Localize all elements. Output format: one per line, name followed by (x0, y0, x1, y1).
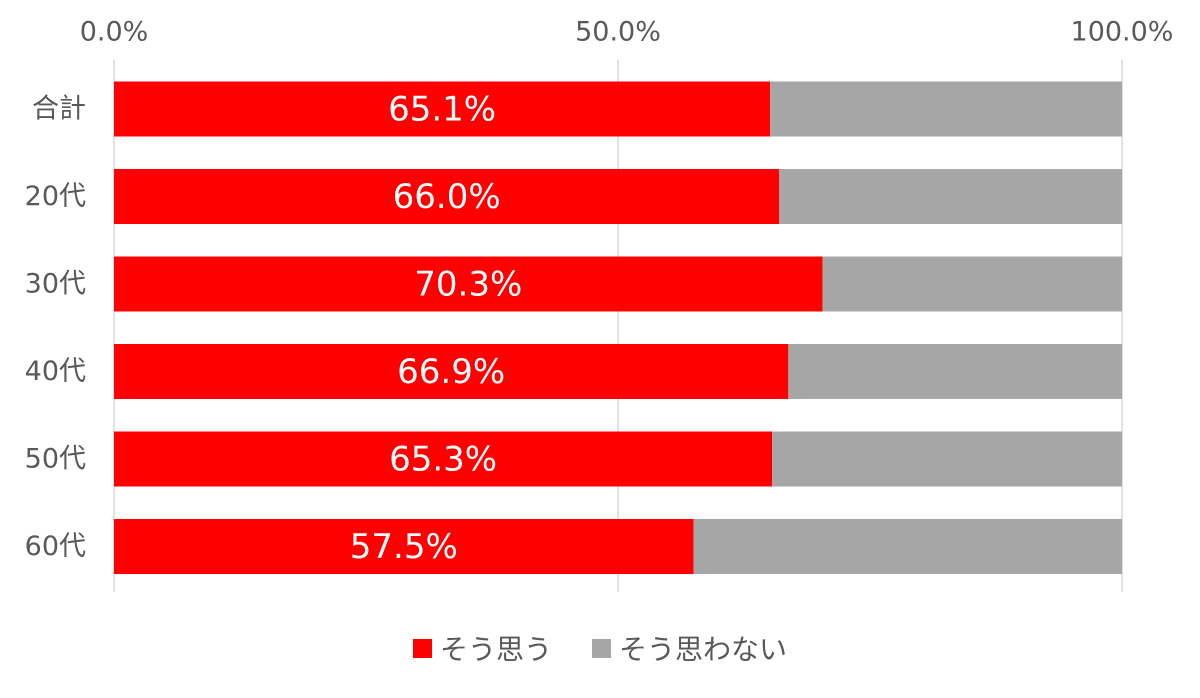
bar-disagree (770, 81, 1122, 137)
data-label: 65.3% (389, 440, 497, 480)
x-tick-label: 50.0% (575, 17, 661, 48)
data-label: 57.5% (350, 527, 458, 567)
category-label: 30代 (25, 269, 86, 300)
bar-disagree (788, 344, 1122, 399)
data-label: 66.9% (397, 352, 505, 392)
gridlines (113, 60, 1123, 592)
x-tick-label: 100.0% (1071, 17, 1174, 48)
bar-disagree (693, 519, 1122, 574)
bars (114, 81, 1122, 574)
bar-agree (114, 344, 789, 399)
legend-label-disagree: そう思わない (619, 633, 788, 666)
legend-item-agree: そう思う (412, 628, 552, 668)
bar-agree (114, 519, 694, 574)
data-labels: 65.1% 66.0% 70.3% 66.9% 65.3% 57.5% (350, 90, 523, 568)
data-label: 65.1% (388, 90, 496, 130)
category-label: 20代 (25, 181, 86, 212)
bar-agree (114, 431, 773, 487)
category-label: 50代 (25, 444, 86, 475)
bar-disagree (822, 256, 1122, 312)
bar-disagree (779, 169, 1122, 224)
x-tick-labels: 0.0% 50.0% 100.0% (80, 17, 1174, 48)
x-tick-label: 0.0% (80, 17, 149, 48)
legend: そう思う そう思わない (0, 628, 1200, 668)
legend-swatch-agree (412, 638, 432, 658)
bar-agree (114, 256, 823, 312)
category-label: 60代 (25, 531, 86, 562)
category-label: 合計 (32, 94, 86, 125)
legend-label-agree: そう思う (439, 633, 552, 666)
data-label: 70.3% (414, 265, 522, 305)
bar-disagree (772, 431, 1122, 487)
bar-agree (114, 81, 771, 137)
legend-item-disagree: そう思わない (592, 628, 787, 668)
data-label: 66.0% (393, 177, 501, 217)
bar-agree (114, 169, 780, 224)
legend-swatch-disagree (592, 638, 611, 658)
category-label: 40代 (25, 356, 86, 387)
category-labels: 合計 20代 30代 40代 50代 60代 (25, 94, 86, 563)
